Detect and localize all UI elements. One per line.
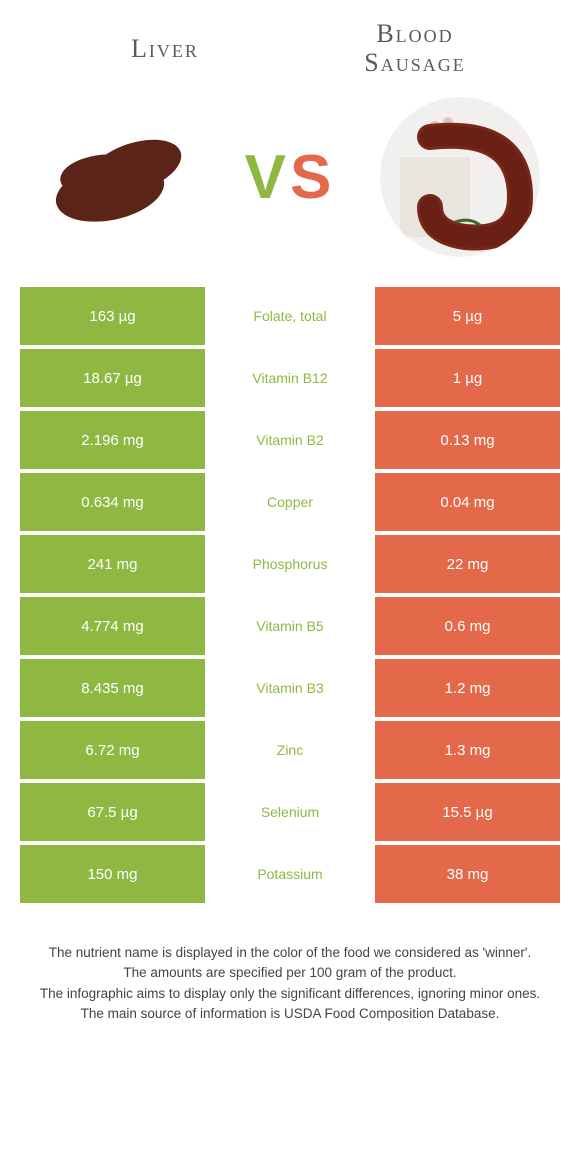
cell-left-value: 4.774 mg	[20, 597, 205, 655]
cell-nutrient-name: Vitamin B3	[205, 659, 375, 717]
vs-s: S	[290, 143, 335, 212]
cell-left-value: 8.435 mg	[20, 659, 205, 717]
cell-left-value: 2.196 mg	[20, 411, 205, 469]
cell-nutrient-name: Copper	[205, 473, 375, 531]
food-image-liver	[40, 97, 200, 257]
cell-nutrient-name: Vitamin B12	[205, 349, 375, 407]
footnote-line: The main source of information is USDA F…	[30, 1004, 550, 1024]
cell-right-value: 0.04 mg	[375, 473, 560, 531]
cell-right-value: 38 mg	[375, 845, 560, 903]
cell-left-value: 163 µg	[20, 287, 205, 345]
table-row: 4.774 mgVitamin B50.6 mg	[20, 597, 560, 655]
cell-right-value: 0.13 mg	[375, 411, 560, 469]
food-image-sausage	[380, 97, 540, 257]
cell-nutrient-name: Selenium	[205, 783, 375, 841]
cell-nutrient-name: Folate, total	[205, 287, 375, 345]
cell-left-value: 241 mg	[20, 535, 205, 593]
header-row: Liver BloodSausage	[0, 0, 580, 87]
vs-row: VS	[0, 87, 580, 287]
table-row: 18.67 µgVitamin B121 µg	[20, 349, 560, 407]
footnote-line: The infographic aims to display only the…	[30, 984, 550, 1004]
cell-nutrient-name: Zinc	[205, 721, 375, 779]
cell-left-value: 0.634 mg	[20, 473, 205, 531]
cell-left-value: 150 mg	[20, 845, 205, 903]
cell-right-value: 1.3 mg	[375, 721, 560, 779]
vs-label: VS	[245, 142, 336, 213]
cell-left-value: 18.67 µg	[20, 349, 205, 407]
cell-nutrient-name: Vitamin B2	[205, 411, 375, 469]
cell-right-value: 5 µg	[375, 287, 560, 345]
cell-right-value: 1.2 mg	[375, 659, 560, 717]
table-row: 2.196 mgVitamin B20.13 mg	[20, 411, 560, 469]
table-row: 163 µgFolate, total5 µg	[20, 287, 560, 345]
table-row: 67.5 µgSelenium15.5 µg	[20, 783, 560, 841]
footnote-line: The amounts are specified per 100 gram o…	[30, 963, 550, 983]
vs-v: V	[245, 143, 290, 212]
cell-right-value: 1 µg	[375, 349, 560, 407]
cell-left-value: 67.5 µg	[20, 783, 205, 841]
table-row: 6.72 mgZinc1.3 mg	[20, 721, 560, 779]
table-row: 241 mgPhosphorus22 mg	[20, 535, 560, 593]
table-row: 8.435 mgVitamin B31.2 mg	[20, 659, 560, 717]
table-row: 150 mgPotassium38 mg	[20, 845, 560, 903]
cell-right-value: 0.6 mg	[375, 597, 560, 655]
table-row: 0.634 mgCopper0.04 mg	[20, 473, 560, 531]
food-title-left: Liver	[40, 34, 290, 64]
footnotes: The nutrient name is displayed in the co…	[0, 943, 580, 1064]
cell-nutrient-name: Potassium	[205, 845, 375, 903]
nutrient-table: 163 µgFolate, total5 µg18.67 µgVitamin B…	[20, 287, 560, 903]
cell-left-value: 6.72 mg	[20, 721, 205, 779]
food-title-right: BloodSausage	[290, 20, 540, 77]
cell-nutrient-name: Vitamin B5	[205, 597, 375, 655]
footnote-line: The nutrient name is displayed in the co…	[30, 943, 550, 963]
cell-right-value: 15.5 µg	[375, 783, 560, 841]
cell-nutrient-name: Phosphorus	[205, 535, 375, 593]
cell-right-value: 22 mg	[375, 535, 560, 593]
